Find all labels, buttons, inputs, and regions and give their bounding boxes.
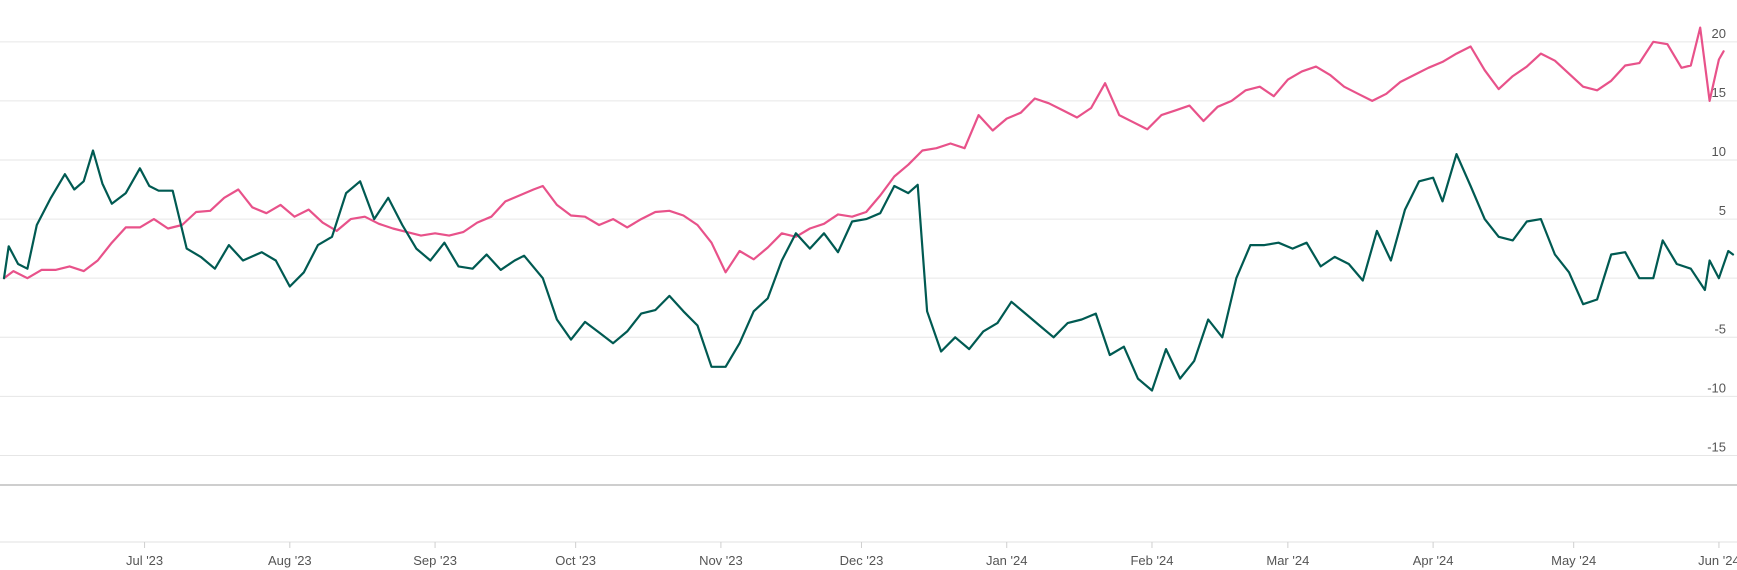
x-tick-label: Jan '24 [986,553,1028,568]
grid-lines [0,41,1737,456]
x-tick-label: Aug '23 [268,553,312,568]
series-lines [2,26,1735,392]
y-tick-label: 15 [1712,85,1726,100]
x-tick-label: Mar '24 [1266,553,1309,568]
y-tick-label: -5 [1714,321,1726,336]
x-tick-label: Feb '24 [1130,553,1173,568]
y-tick-label: 20 [1712,26,1726,41]
y-tick-label: 10 [1712,144,1726,159]
series-line-2 [2,149,1735,392]
x-tick-label: May '24 [1551,553,1596,568]
x-tick-label: Jun '24 [1698,553,1737,568]
x-axis: Jul '23 Aug '23 Sep '23 Oct '23 Nov '23 Dec '… [126,542,1737,568]
series-line-1 [2,26,1725,280]
y-tick-label: -15 [1707,439,1726,454]
x-tick-label: Oct '23 [555,553,596,568]
x-tick-label: Sep '23 [413,553,457,568]
y-tick-label: -10 [1707,380,1726,395]
x-tick-label: Jul '23 [126,553,163,568]
x-tick-label: Nov '23 [699,553,743,568]
x-tick-label: Dec '23 [840,553,884,568]
y-axis: 20 15 10 5 -5 -10 -15 [1707,26,1726,455]
y-tick-label: 5 [1719,203,1726,218]
x-tick-label: Apr '24 [1413,553,1454,568]
